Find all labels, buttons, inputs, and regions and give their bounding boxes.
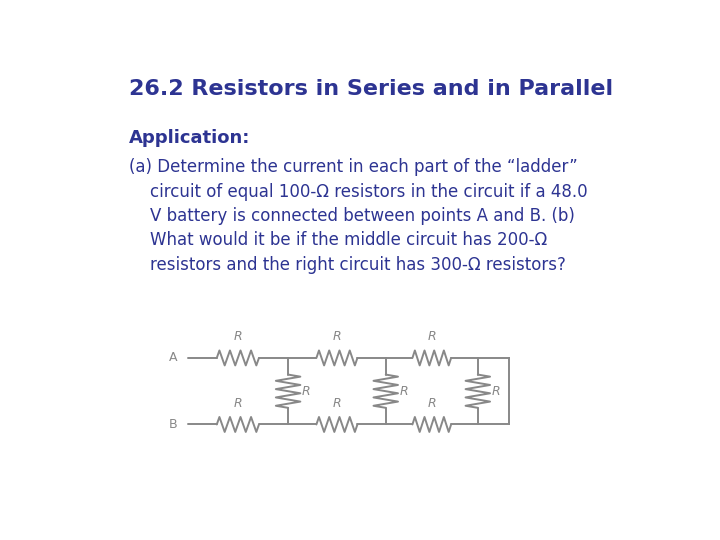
Text: R: R	[400, 384, 408, 397]
Text: R: R	[233, 330, 242, 343]
Text: R: R	[492, 384, 500, 397]
Text: R: R	[333, 330, 341, 343]
Text: R: R	[428, 397, 436, 410]
Text: (a) Determine the current in each part of the “ladder”
    circuit of equal 100-: (a) Determine the current in each part o…	[129, 158, 588, 274]
Text: Application:: Application:	[129, 129, 251, 147]
Text: B: B	[169, 418, 178, 431]
Text: R: R	[302, 384, 310, 397]
Text: A: A	[169, 352, 178, 365]
Text: R: R	[233, 397, 242, 410]
Text: R: R	[333, 397, 341, 410]
Text: R: R	[428, 330, 436, 343]
Text: 26.2 Resistors in Series and in Parallel: 26.2 Resistors in Series and in Parallel	[129, 79, 613, 99]
